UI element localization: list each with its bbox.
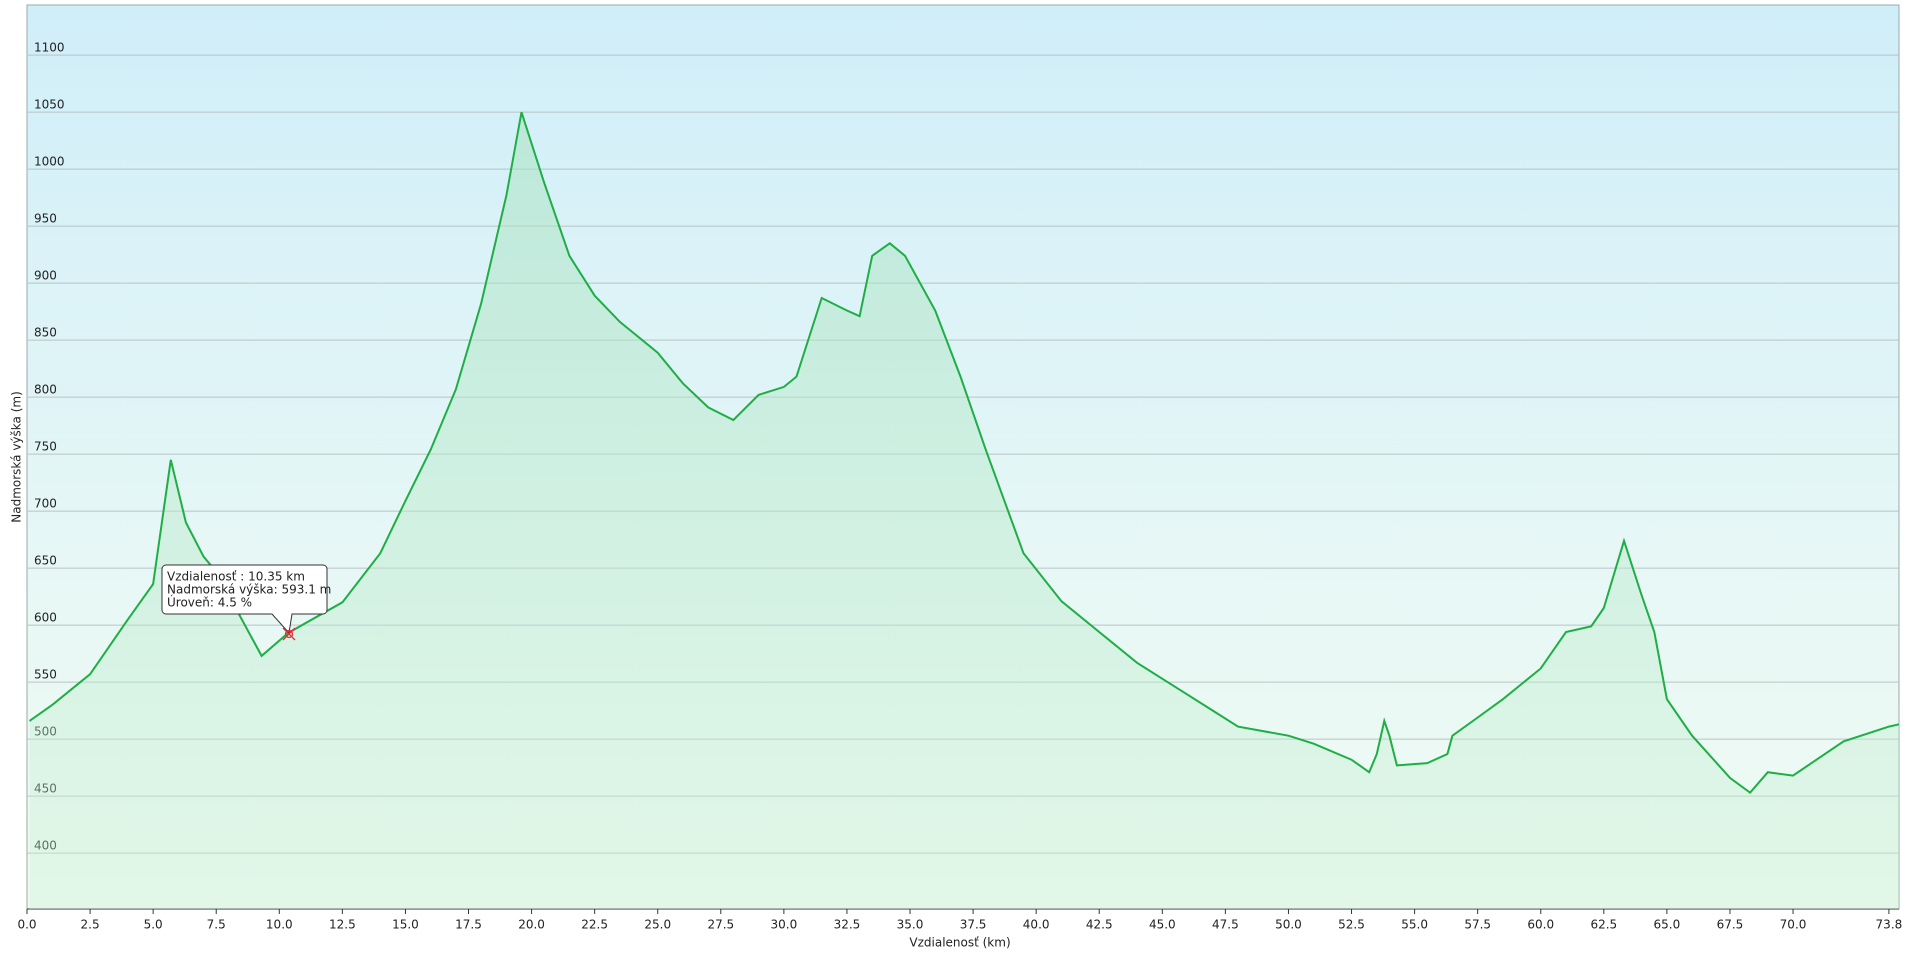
x-tick-label: 2.5 — [81, 918, 100, 932]
x-tick-label: 15.0 — [392, 918, 419, 932]
x-tick-label: 10.0 — [266, 918, 293, 932]
x-tick-label: 65.0 — [1654, 918, 1681, 932]
y-tick-label: 1000 — [34, 155, 65, 169]
y-tick-label: 750 — [34, 440, 57, 454]
x-tick-label: 52.5 — [1338, 918, 1365, 932]
x-tick-label: 57.5 — [1464, 918, 1491, 932]
x-tick-label: 60.0 — [1527, 918, 1554, 932]
y-tick-label: 850 — [34, 326, 57, 340]
tooltip: Vzdialenosť : 10.35 km Nadmorská výška: … — [161, 564, 331, 641]
x-tick-label: 55.0 — [1401, 918, 1428, 932]
tooltip-line: Úroveň: 4.5 % — [167, 595, 252, 610]
x-axis-title: Vzdialenosť (km) — [909, 936, 1010, 950]
x-tick-label: 40.0 — [1023, 918, 1050, 932]
y-tick-label: 1100 — [34, 41, 65, 55]
tooltip-box — [161, 564, 328, 635]
x-tick-label: 73.8 — [1876, 918, 1903, 932]
line — [28, 111, 1900, 795]
x-tick-label: 12.5 — [329, 918, 356, 932]
x-tick-label: 35.0 — [897, 918, 924, 932]
x-tick-label: 5.0 — [144, 918, 163, 932]
tooltip-line: Nadmorská výška: 593.1 m — [167, 583, 331, 597]
x-tick-label: 25.0 — [644, 918, 671, 932]
x-tick-label: 42.5 — [1086, 918, 1113, 932]
x-tick-label: 47.5 — [1212, 918, 1239, 932]
x-tick-label: 70.0 — [1780, 918, 1807, 932]
x-tick-label: 17.5 — [455, 918, 482, 932]
y-tick-label: 550 — [34, 668, 57, 682]
y-axis-title: Nadmorská výška (m) — [10, 391, 24, 522]
x-tick-label: 67.5 — [1717, 918, 1744, 932]
area — [29, 112, 1899, 909]
x-tick-label: 22.5 — [581, 918, 608, 932]
x-tick-label: 7.5 — [207, 918, 226, 932]
plot — [28, 111, 1900, 909]
y-tick-label: 950 — [34, 212, 57, 226]
y-tick-label: 900 — [34, 269, 57, 283]
hover-marker — [282, 627, 296, 641]
y-tick-label: 800 — [34, 383, 57, 397]
x-tick-label: 45.0 — [1149, 918, 1176, 932]
x-tick-label: 50.0 — [1275, 918, 1302, 932]
x-tick-label: 62.5 — [1590, 918, 1617, 932]
tooltip-line: Vzdialenosť : 10.35 km — [167, 570, 305, 584]
x-tick-label: 32.5 — [834, 918, 861, 932]
x-tick-label: 30.0 — [771, 918, 798, 932]
y-tick-label: 700 — [34, 497, 57, 511]
x-tick-label: 0.0 — [17, 918, 36, 932]
y-tick-label: 1050 — [34, 98, 65, 112]
x-tick-label: 20.0 — [518, 918, 545, 932]
y-tick-label: 650 — [34, 554, 57, 568]
x-tick-label: 37.5 — [960, 918, 987, 932]
x-tick-label: 27.5 — [707, 918, 734, 932]
y-tick-label: 600 — [34, 611, 57, 625]
